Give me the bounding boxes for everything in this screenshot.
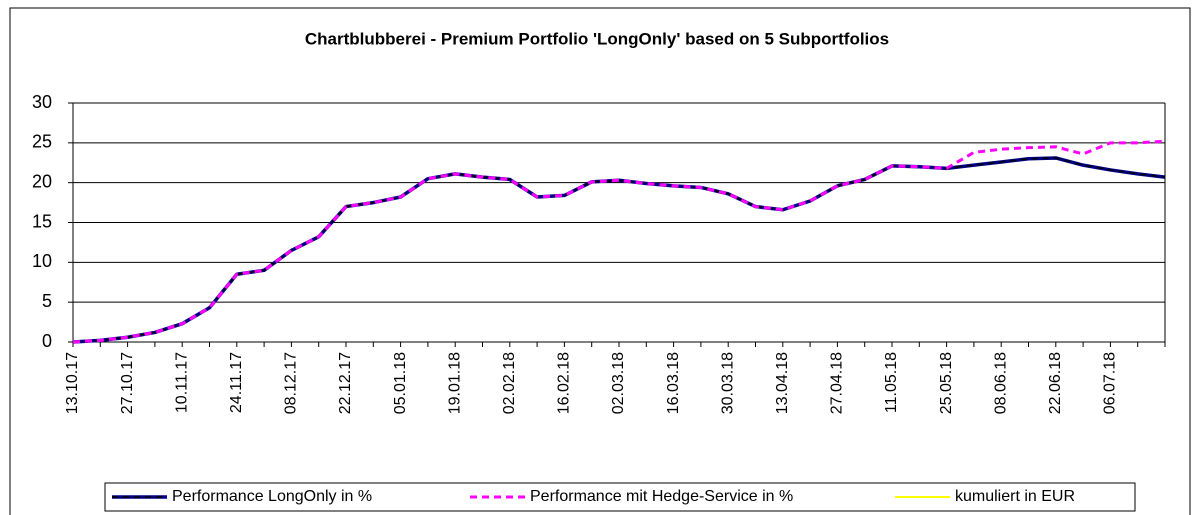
legend-label: Performance mit Hedge-Service in % [530, 488, 793, 505]
series-dash [72, 157, 1166, 343]
y-tick-label: 30 [32, 92, 52, 112]
x-tick-label: 27.10.17 [119, 352, 136, 414]
x-tick-label: 06.07.18 [1102, 352, 1119, 414]
legend-label: kumuliert in EUR [955, 488, 1075, 505]
y-tick-label: 25 [32, 132, 52, 152]
x-tick-label: 02.02.18 [501, 352, 518, 414]
legend-label: Performance LongOnly in % [172, 488, 372, 505]
x-tick-label: 13.10.17 [64, 352, 81, 414]
y-tick-label: 0 [42, 331, 52, 351]
x-tick-label: 13.04.18 [774, 352, 791, 414]
x-tick-label: 11.05.18 [883, 352, 900, 413]
x-tick-label: 25.05.18 [938, 352, 955, 414]
x-tick-label: 05.01.18 [392, 352, 409, 414]
series-line [72, 139, 1166, 344]
x-tick-label: 16.03.18 [665, 352, 682, 414]
x-tick-label: 30.03.18 [719, 352, 736, 414]
x-tick-label: 02.03.18 [610, 352, 627, 414]
x-tick-label: 08.06.18 [992, 352, 1009, 414]
chart-title: Chartblubberei - Premium Portfolio 'Long… [305, 29, 889, 48]
chart-frame [9, 7, 1191, 515]
x-tick-label: 24.11.17 [228, 352, 245, 413]
y-tick-label: 5 [42, 291, 52, 311]
x-tick-label: 27.04.18 [829, 352, 846, 414]
x-tick-label: 22.12.17 [337, 352, 354, 414]
x-tick-label: 08.12.17 [283, 352, 300, 414]
x-tick-label: 19.01.18 [446, 352, 463, 414]
y-tick-label: 20 [32, 171, 52, 191]
x-tick-label: 16.02.18 [556, 352, 573, 414]
y-tick-label: 15 [32, 211, 52, 231]
x-tick-label: 10.11.17 [173, 352, 190, 413]
legend-box [104, 482, 1136, 512]
y-tick-label: 10 [32, 251, 52, 271]
x-tick-label: 22.06.18 [1047, 352, 1064, 414]
